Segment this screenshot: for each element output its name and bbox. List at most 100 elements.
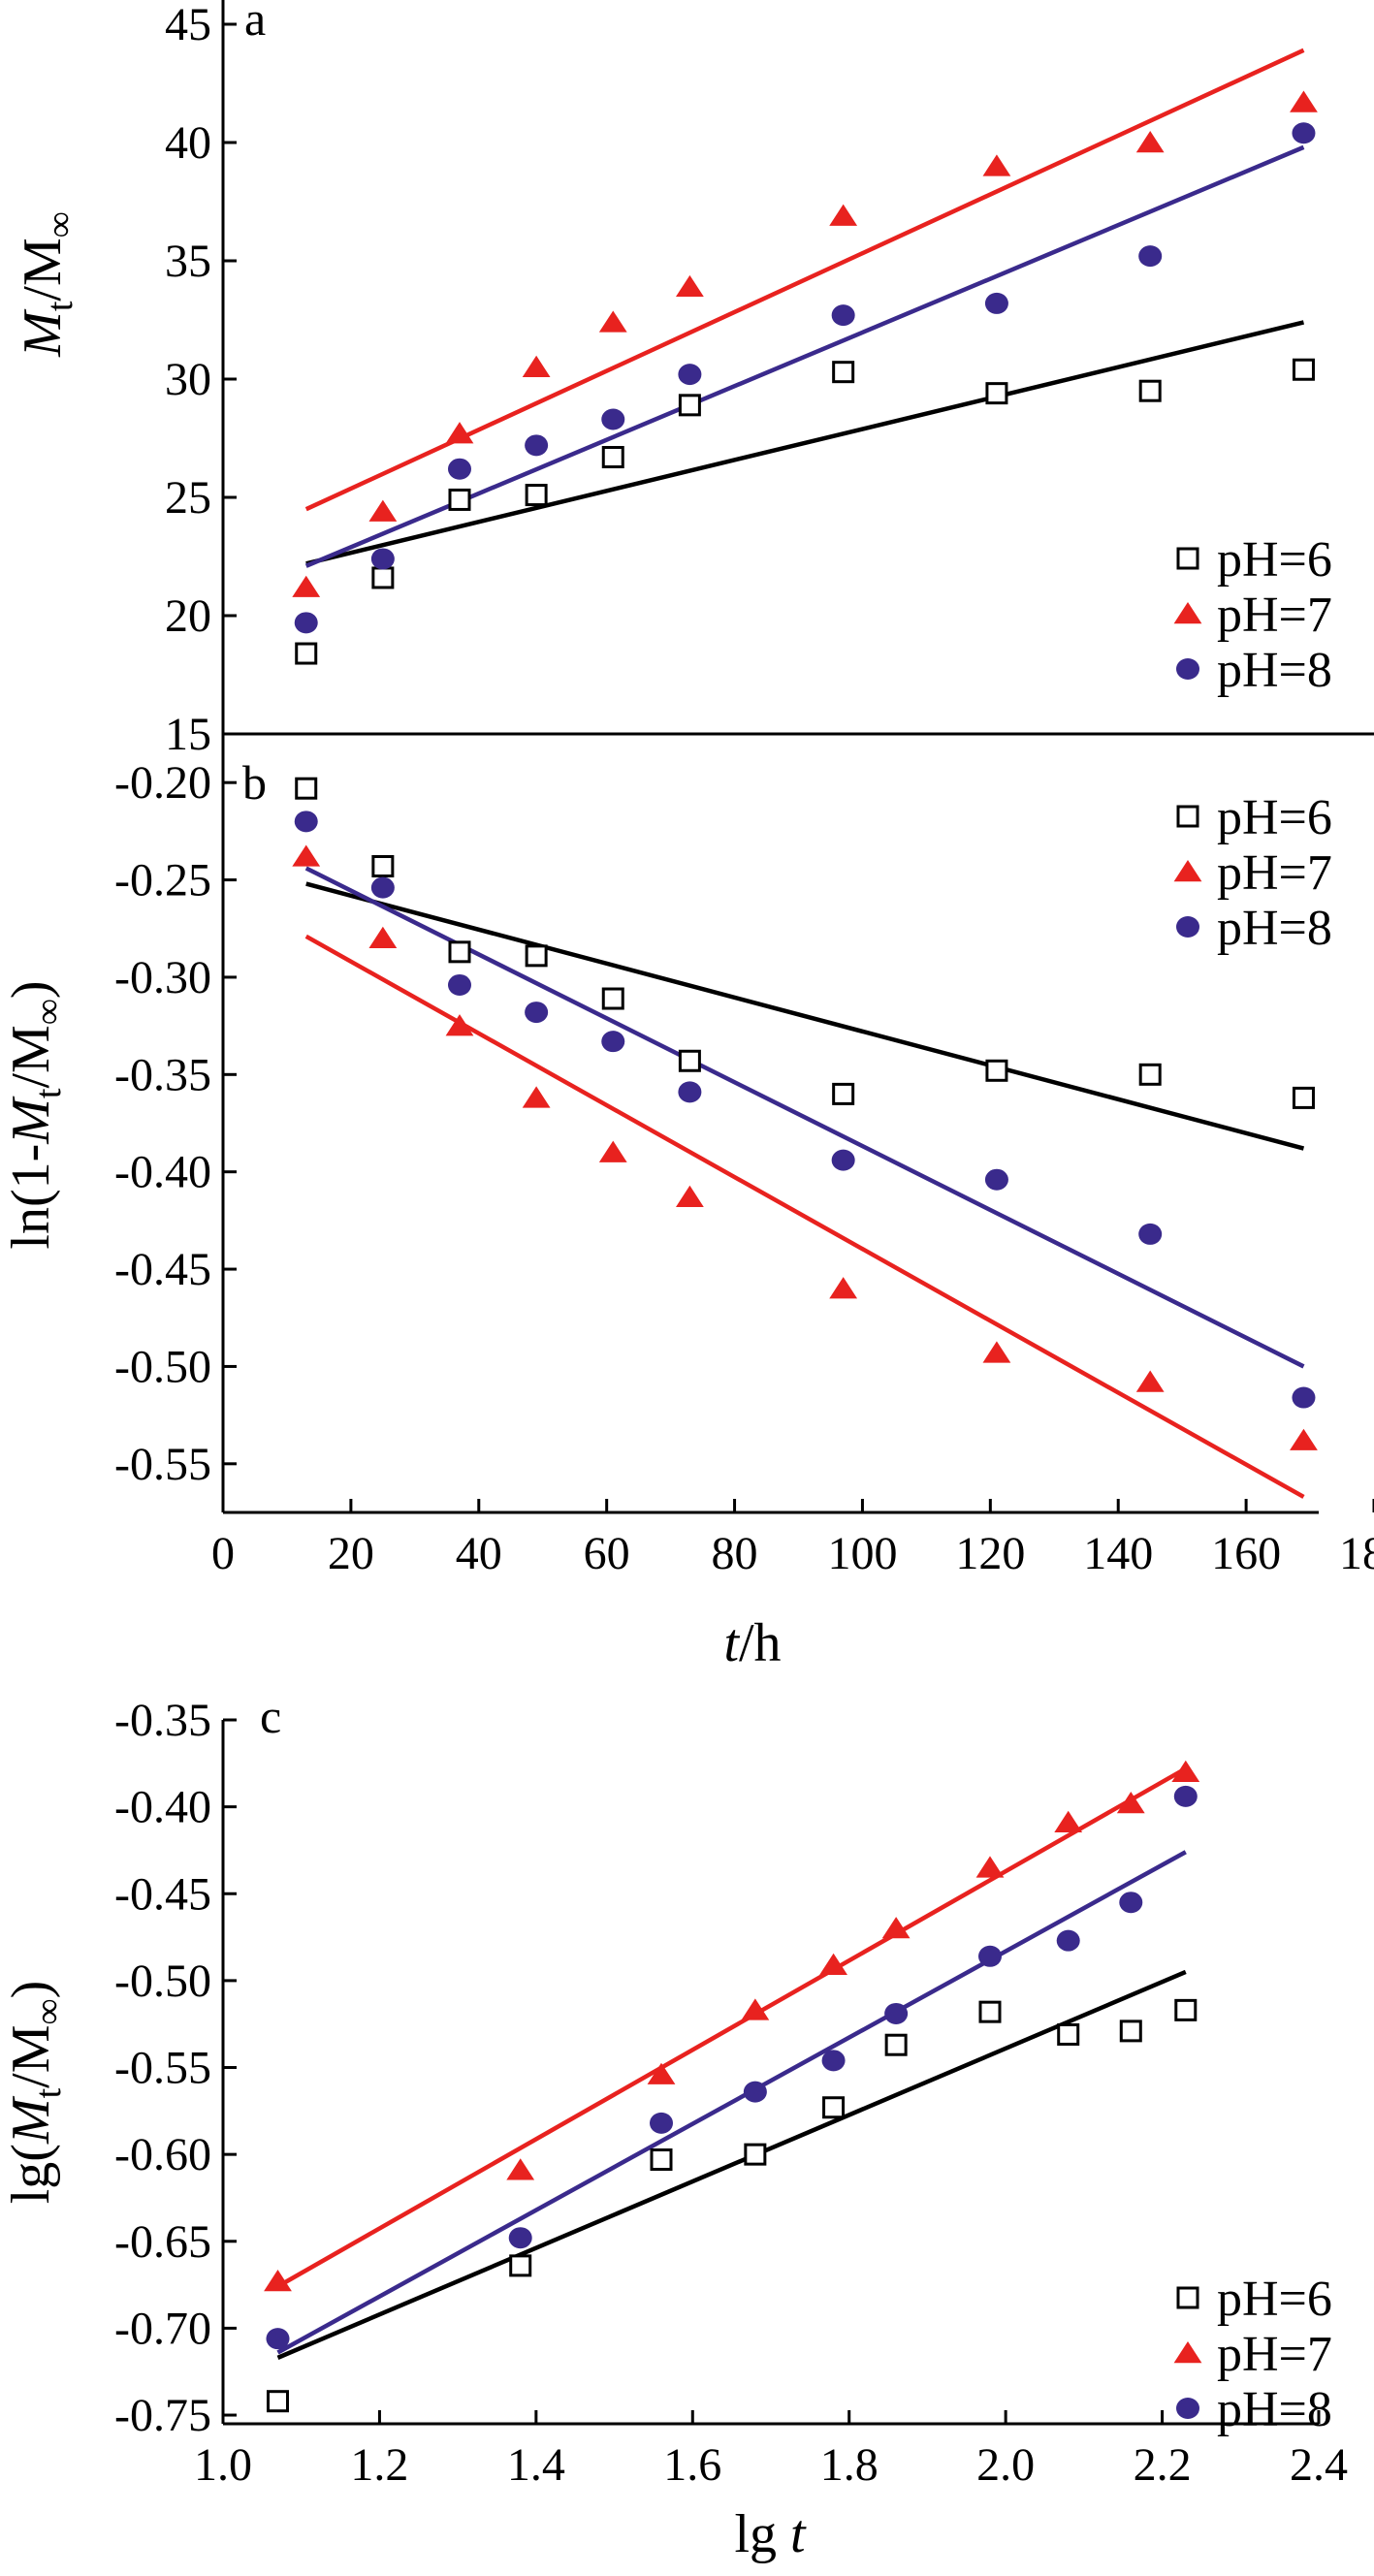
panel-a-point-series-1 [448, 488, 471, 511]
panel-b-ytick-label: -0.35 [114, 1049, 211, 1100]
panel-c-point-series-3 [1056, 1929, 1080, 1952]
panel-a-point-series-2 [445, 422, 474, 444]
panel-c-point-series-3 [743, 2081, 767, 2103]
panel-b-point-series-2 [1135, 1370, 1165, 1392]
panel-c-ytick-label: -0.70 [114, 2303, 211, 2354]
panel-c-fit-line-3 [276, 1850, 1187, 2355]
panel-b-point-series-1 [832, 1082, 855, 1105]
panel-c-point-series-2 [647, 2062, 676, 2084]
panel-a-point-series-3 [1138, 245, 1163, 268]
panel-c-point-series-3 [650, 2112, 673, 2134]
panel-a-point-series-3 [447, 458, 471, 480]
panel-c-point-series-2 [1116, 1792, 1145, 1814]
panel-b-ytick-label: -0.45 [114, 1244, 211, 1295]
panel-b-point-series-2 [982, 1341, 1011, 1363]
panel-c-point-series-1 [978, 2000, 1002, 2023]
panel-c-point-series-1 [267, 2390, 289, 2413]
panel-c-legend-label-3: pH=8 [1217, 2382, 1332, 2437]
panel-c-fit-line-1 [276, 1969, 1187, 2360]
panel-a-plot-area: 15 20 25 30 35 40 45 pH=6pH=7pH=8 [165, 0, 1374, 760]
panel-b-fit-line-3 [304, 866, 1305, 1369]
panel-c-xtick-label: 2.4 [1290, 2439, 1348, 2491]
panel-a-point-series-2 [522, 355, 551, 377]
panel-c-point-series-1 [1119, 2019, 1142, 2043]
panel-a-point-series-1 [985, 382, 1008, 405]
panel-b-point-series-1 [448, 940, 471, 964]
panel-a-point-series-2 [368, 499, 398, 522]
panel-c-letter: c [260, 1689, 281, 1743]
panel-c-legend-label-2: pH=7 [1217, 2327, 1332, 2382]
panel-a-letter: a [244, 0, 266, 46]
panel-b-point-series-2 [1290, 1428, 1318, 1450]
panel-a-point-series-3 [678, 364, 702, 386]
panel-b-ytick-label: -0.20 [114, 757, 211, 809]
panel-a-legend-marker-2 [1173, 602, 1202, 624]
panel-b-ytick-label: -0.50 [114, 1341, 211, 1392]
panel-a-point-series-3 [601, 408, 625, 430]
panel-c-xtick-label: 1.4 [507, 2439, 565, 2491]
panel-c-legend-marker-2 [1173, 2341, 1202, 2364]
panel-a-legend-label-2: pH=7 [1217, 588, 1332, 643]
panel-c-xtick-label: 1.2 [350, 2439, 408, 2491]
panel-c-point-series-1 [1057, 2022, 1080, 2046]
panel-a-point-series-1 [1138, 379, 1162, 402]
panel-a-ytick-label: 35 [165, 236, 211, 287]
panel-c-ytick-label: -0.55 [114, 2043, 211, 2094]
panel-a-ytick-label: 15 [165, 709, 211, 760]
panel-b-legend-marker-2 [1173, 860, 1202, 882]
panel-b-legend-marker-3 [1176, 916, 1199, 938]
panel-c-point-series-3 [821, 2050, 846, 2072]
panel-c-point-series-2 [819, 1953, 847, 1975]
panel-b-point-series-2 [292, 844, 321, 867]
panel-a-legend-marker-1 [1176, 547, 1199, 570]
panel-c-point-series-2 [1171, 1760, 1200, 1782]
panel-b-legend-label-1: pH=6 [1217, 790, 1332, 845]
panel-b-point-series-2 [598, 1140, 627, 1162]
panel-a-fit-line-3 [304, 144, 1305, 568]
panel-a-ytick-label: 40 [165, 117, 211, 169]
panel-b-xtick-label: 140 [1083, 1528, 1153, 1579]
panel-c-point-series-1 [744, 2143, 767, 2166]
panel-b-point-series-3 [294, 811, 318, 833]
panel-a-fit-line-2 [304, 48, 1305, 512]
panel-c-point-series-2 [741, 1998, 770, 2020]
panel-a-point-series-3 [831, 304, 855, 327]
panel-b-point-series-2 [829, 1277, 858, 1299]
panel-b-ytick-label: -0.55 [114, 1439, 211, 1490]
panel-c-point-series-1 [1174, 1998, 1198, 2021]
panel-c-ytick-label: -0.60 [114, 2129, 211, 2180]
panel-c-ylabel: lg(Mt/M∞) [1, 1981, 69, 2205]
panel-b-xtick-label: 20 [328, 1528, 374, 1579]
panel-a-legend-label-3: pH=8 [1217, 643, 1332, 698]
panel-c-ytick-label: -0.45 [114, 1868, 211, 1920]
panel-b-legend-label-2: pH=7 [1217, 845, 1332, 901]
panel-c-fit-line-2 [276, 1766, 1187, 2289]
panel-c-point-series-2 [506, 2158, 535, 2180]
panel-b-point-series-1 [525, 944, 548, 968]
panel-a-point-series-1 [678, 394, 701, 417]
panel-c-point-series-3 [266, 2328, 290, 2350]
panel-b-ytick-label: -0.25 [114, 855, 211, 906]
panel-b-point-series-1 [1138, 1063, 1162, 1086]
panel-b-point-series-1 [985, 1059, 1008, 1082]
panel-b-point-series-3 [984, 1168, 1008, 1191]
panel-a-point-series-1 [832, 361, 855, 384]
panel-b-letter: b [242, 755, 267, 810]
panel-c-point-series-2 [264, 2270, 292, 2292]
panel-c-point-series-2 [1054, 1810, 1083, 1832]
panel-b-point-series-3 [601, 1031, 625, 1053]
panel-a-point-series-2 [292, 575, 321, 597]
panel-a-point-series-3 [525, 434, 549, 457]
panel-b-point-series-2 [522, 1086, 551, 1108]
panel-c-point-series-3 [978, 1945, 1002, 1967]
panel-a-point-series-2 [675, 274, 704, 298]
panel-c-xtick-label: 1.0 [194, 2439, 252, 2491]
panel-b-point-series-3 [1292, 1386, 1316, 1409]
panel-a: 15 20 25 30 35 40 45 pH=6pH=7pH=8 a Mt/M∞ [13, 0, 1374, 760]
panel-b-point-series-3 [525, 1002, 549, 1024]
panel-a-point-series-1 [1292, 358, 1315, 381]
panel-c-ytick-label: -0.65 [114, 2216, 211, 2268]
panel-b-point-series-3 [831, 1149, 855, 1171]
panel-a-fit-line-1 [305, 320, 1304, 566]
